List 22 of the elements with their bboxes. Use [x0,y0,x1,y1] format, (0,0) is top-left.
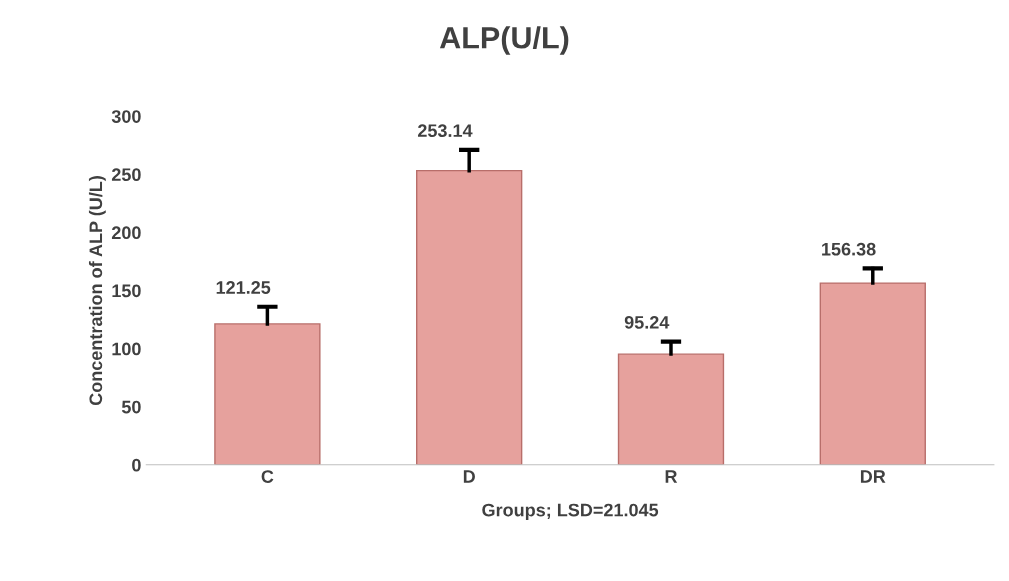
bar [617,353,725,465]
chart-title: ALP(U/L) [439,26,569,55]
x-tick-label: R [665,470,678,483]
y-tick-label: 50 [121,400,141,414]
data-label: 156.38 [822,242,876,256]
y-tick-label: 250 [111,168,141,182]
x-tick-label: C [261,470,274,483]
y-tick-label: 100 [112,342,141,356]
data-label: 253.14 [417,124,473,138]
x-tick-label: DR [860,470,886,483]
y-tick-label: 300 [111,110,141,123]
bar [819,282,926,465]
y-tick-label: 0 [132,458,141,472]
y-tick-label: 200 [111,226,141,240]
x-tick-label: D [463,470,475,483]
y-tick-label: 150 [112,284,141,298]
bar [214,323,321,465]
y-axis-title: Concentration of ALP (U/L) [88,176,106,406]
data-label: 95.24 [624,315,670,329]
data-label: 121.25 [216,281,271,294]
x-axis-title: Groups; LSD=21.045 [482,503,659,520]
bar [416,169,523,465]
